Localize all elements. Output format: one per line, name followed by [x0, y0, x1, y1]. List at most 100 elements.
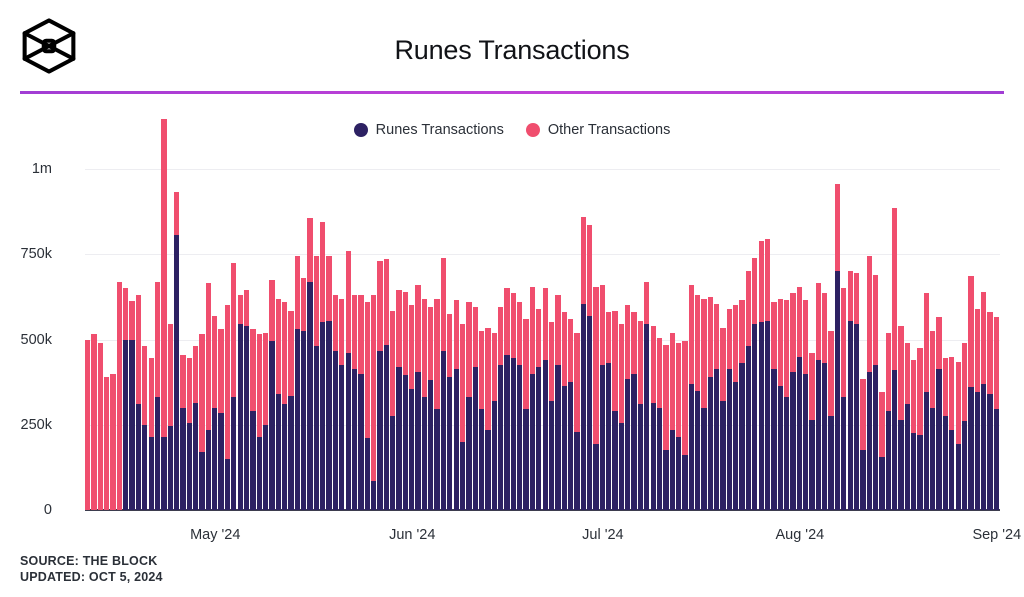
- chart-bar[interactable]: [987, 312, 993, 510]
- chart-bar[interactable]: [599, 284, 605, 510]
- chart-bar[interactable]: [154, 281, 161, 510]
- chart-bar[interactable]: [180, 354, 186, 510]
- chart-bar[interactable]: [383, 259, 389, 510]
- chart-bar[interactable]: [237, 295, 243, 510]
- chart-bar[interactable]: [567, 319, 574, 510]
- chart-bar[interactable]: [294, 255, 300, 510]
- chart-bar[interactable]: [517, 302, 523, 510]
- chart-bar[interactable]: [993, 317, 999, 510]
- chart-bar[interactable]: [536, 308, 542, 510]
- chart-bar[interactable]: [593, 286, 599, 510]
- chart-bar[interactable]: [866, 255, 872, 510]
- chart-bar[interactable]: [97, 342, 103, 510]
- chart-bar[interactable]: [872, 274, 879, 510]
- chart-bar[interactable]: [701, 298, 707, 510]
- chart-bar[interactable]: [961, 342, 968, 510]
- chart-bar[interactable]: [313, 255, 320, 510]
- chart-bar[interactable]: [262, 332, 269, 510]
- chart-bar[interactable]: [377, 261, 383, 510]
- chart-bar[interactable]: [466, 302, 472, 510]
- chart-bar[interactable]: [923, 293, 930, 510]
- chart-bar[interactable]: [339, 298, 345, 510]
- chart-bar[interactable]: [790, 293, 796, 510]
- chart-bar[interactable]: [625, 305, 631, 510]
- legend-item-runes[interactable]: Runes Transactions: [353, 120, 504, 140]
- chart-bar[interactable]: [542, 288, 548, 510]
- chart-bar[interactable]: [173, 191, 180, 510]
- chart-bar[interactable]: [205, 283, 212, 510]
- chart-bar[interactable]: [345, 250, 351, 510]
- chart-bar[interactable]: [199, 334, 205, 510]
- chart-bar[interactable]: [256, 334, 262, 510]
- chart-bar[interactable]: [390, 310, 396, 510]
- chart-bar[interactable]: [434, 298, 440, 510]
- chart-bar[interactable]: [307, 218, 313, 510]
- chart-bar[interactable]: [904, 342, 910, 510]
- chart-bar[interactable]: [606, 312, 612, 510]
- chart-bar[interactable]: [332, 295, 339, 510]
- chart-bar[interactable]: [885, 332, 891, 510]
- chart-bar[interactable]: [491, 332, 497, 510]
- chart-bar[interactable]: [714, 303, 720, 510]
- chart-bar[interactable]: [167, 324, 173, 510]
- chart-bar[interactable]: [891, 208, 898, 510]
- chart-bar[interactable]: [428, 307, 434, 510]
- chart-bar[interactable]: [485, 327, 491, 510]
- chart-bar[interactable]: [675, 342, 682, 510]
- chart-bar[interactable]: [459, 324, 466, 510]
- chart-bar[interactable]: [269, 279, 275, 510]
- chart-bar[interactable]: [326, 255, 332, 510]
- chart-bar[interactable]: [834, 184, 841, 510]
- chart-bar[interactable]: [758, 240, 764, 510]
- chart-bar[interactable]: [968, 276, 974, 510]
- chart-bar[interactable]: [663, 344, 669, 510]
- chart-bar[interactable]: [803, 300, 809, 510]
- chart-bar[interactable]: [745, 271, 752, 510]
- chart-bar[interactable]: [415, 284, 421, 510]
- chart-bar[interactable]: [853, 273, 860, 510]
- chart-bar[interactable]: [707, 296, 713, 510]
- chart-bar[interactable]: [529, 286, 536, 510]
- chart-bar[interactable]: [574, 332, 580, 510]
- chart-bar[interactable]: [688, 284, 694, 510]
- chart-bar[interactable]: [104, 377, 110, 510]
- chart-bar[interactable]: [777, 298, 783, 510]
- chart-bar[interactable]: [752, 257, 758, 510]
- chart-bar[interactable]: [949, 356, 955, 510]
- chart-bar[interactable]: [148, 358, 154, 510]
- chart-bar[interactable]: [453, 300, 459, 510]
- chart-bar[interactable]: [320, 221, 326, 510]
- chart-bar[interactable]: [224, 305, 231, 510]
- chart-bar[interactable]: [637, 320, 644, 510]
- chart-bar[interactable]: [815, 283, 822, 510]
- chart-bar[interactable]: [828, 330, 834, 510]
- chart-bar[interactable]: [472, 307, 478, 510]
- chart-bar[interactable]: [561, 312, 567, 510]
- chart-bar[interactable]: [421, 298, 428, 510]
- chart-bar[interactable]: [186, 358, 192, 510]
- chart-bar[interactable]: [695, 295, 701, 510]
- chart-bar[interactable]: [243, 290, 250, 510]
- chart-bar[interactable]: [656, 337, 663, 510]
- chart-bar[interactable]: [110, 373, 116, 510]
- chart-bar[interactable]: [771, 302, 777, 510]
- chart-bar[interactable]: [898, 325, 904, 510]
- chart-bar[interactable]: [510, 293, 517, 510]
- chart-bar[interactable]: [847, 271, 853, 510]
- chart-bar[interactable]: [911, 359, 917, 510]
- chart-bar[interactable]: [275, 298, 281, 510]
- chart-bar[interactable]: [682, 341, 688, 510]
- chart-bar[interactable]: [720, 327, 726, 510]
- chart-bar[interactable]: [555, 295, 561, 510]
- chart-bar[interactable]: [809, 353, 815, 510]
- chart-bar[interactable]: [917, 348, 923, 510]
- chart-bar[interactable]: [669, 332, 675, 510]
- chart-bar[interactable]: [212, 315, 218, 510]
- chart-bar[interactable]: [193, 346, 199, 510]
- chart-bar[interactable]: [498, 307, 504, 510]
- chart-bar[interactable]: [142, 346, 148, 510]
- chart-bar[interactable]: [116, 281, 123, 510]
- chart-bar[interactable]: [409, 305, 415, 510]
- chart-bar[interactable]: [644, 281, 650, 510]
- chart-bar[interactable]: [250, 329, 256, 510]
